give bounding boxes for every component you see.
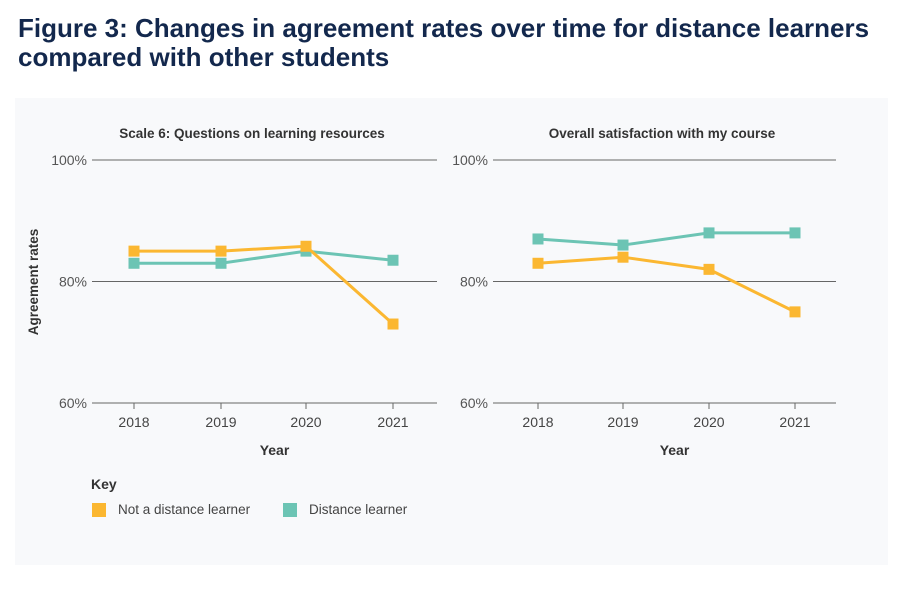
chart-title: Overall satisfaction with my course <box>549 126 776 141</box>
x-tick-label: 2019 <box>205 414 236 430</box>
data-point-not-distance <box>215 245 227 257</box>
data-point-not-distance <box>789 306 801 318</box>
key-label: Distance learner <box>309 502 408 517</box>
y-tick-label: 60% <box>460 395 488 411</box>
key-label: Not a distance learner <box>118 502 251 517</box>
y-tick-label: 100% <box>51 152 87 168</box>
x-tick-label: 2020 <box>693 414 724 430</box>
x-tick-label: 2018 <box>522 414 553 430</box>
chart-title: Scale 6: Questions on learning resources <box>119 126 385 141</box>
y-tick-label: 80% <box>460 274 488 290</box>
data-point-not-distance <box>300 240 312 252</box>
data-point-distance <box>387 254 399 266</box>
x-tick-label: 2021 <box>377 414 408 430</box>
key-item-not-distance: Not a distance learner <box>92 502 250 517</box>
y-axis-label: Agreement rates <box>26 229 41 336</box>
x-tick-label: 2021 <box>779 414 810 430</box>
series-line-not-distance <box>537 255 796 314</box>
data-point-not-distance <box>532 257 544 269</box>
x-tick-label: 2020 <box>290 414 321 430</box>
y-tick-label: 80% <box>59 274 87 290</box>
x-axis-label: Year <box>260 442 290 458</box>
figure-title: Figure 3: Changes in agreement rates ove… <box>18 13 870 72</box>
data-point-not-distance <box>617 251 629 263</box>
key-swatch-orange <box>92 502 106 517</box>
data-point-distance <box>128 257 140 269</box>
x-tick-label: 2018 <box>118 414 149 430</box>
key-title: Key <box>91 476 117 492</box>
x-axis-label: Year <box>660 442 690 458</box>
y-tick-label: 100% <box>452 152 488 168</box>
data-point-not-distance <box>387 318 399 330</box>
series-line-not-distance <box>134 244 394 326</box>
data-point-distance <box>789 227 801 239</box>
data-point-distance <box>703 227 715 239</box>
series-line-distance <box>134 249 394 265</box>
data-point-distance <box>532 233 544 245</box>
data-point-not-distance <box>703 263 715 275</box>
data-point-distance <box>617 239 629 251</box>
key-swatch-teal <box>283 502 297 517</box>
x-tick-label: 2019 <box>607 414 638 430</box>
y-tick-label: 60% <box>59 395 87 411</box>
chart-panel <box>15 98 888 565</box>
key-item-distance: Distance learner <box>283 502 407 517</box>
data-point-not-distance <box>128 245 140 257</box>
series-line-distance <box>537 231 795 247</box>
data-point-distance <box>215 257 227 269</box>
